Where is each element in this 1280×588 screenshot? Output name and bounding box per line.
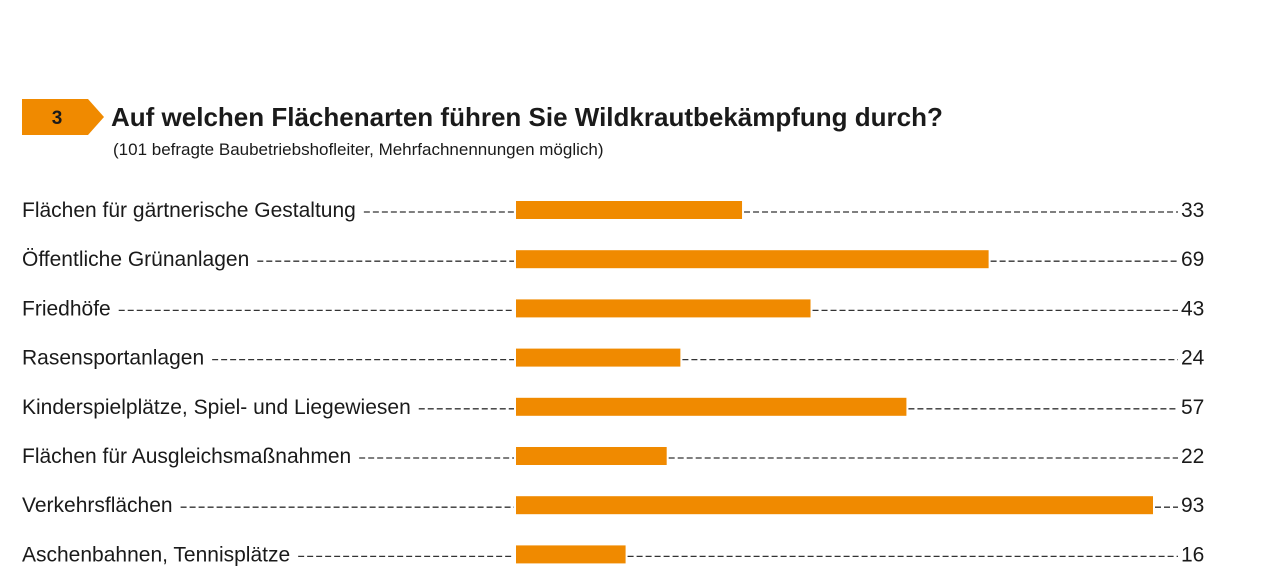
- bar-row: Verkehrsflächen 93: [22, 494, 1204, 517]
- bar: [516, 299, 811, 318]
- chart-title: Auf welchen Flächenarten führen Sie Wild…: [111, 102, 943, 132]
- bar-rows: Flächen für gärtnerische Gestaltung 33 Öff…: [22, 199, 1205, 566]
- category-label: Flächen für gärtnerische Gestaltung: [22, 199, 356, 222]
- value-label: 93: [1181, 494, 1204, 517]
- bar-row: Rasensportanlagen 24: [22, 347, 1205, 370]
- bar-row: Öffentliche Grünanlagen 69: [22, 248, 1204, 271]
- bar-row: Flächen für gärtnerische Gestaltung 33: [22, 199, 1204, 222]
- value-label: 33: [1181, 199, 1204, 222]
- value-label: 43: [1181, 297, 1204, 320]
- value-label: 69: [1181, 248, 1204, 271]
- bar: [516, 545, 626, 564]
- chart-subtitle: (101 befragte Baubetriebshofleiter, Mehr…: [113, 140, 604, 159]
- figure-number: 3: [52, 108, 63, 129]
- category-label: Friedhöfe: [22, 297, 111, 320]
- bar-row: Aschenbahnen, Tennisplätze 16: [22, 543, 1204, 566]
- category-label: Aschenbahnen, Tennisplätze: [22, 543, 290, 566]
- bar: [516, 447, 667, 465]
- bar-row: Friedhöfe 43: [22, 297, 1204, 320]
- category-label: Flächen für Ausgleichsmaßnahmen: [22, 445, 351, 468]
- bar: [516, 250, 989, 269]
- value-label: 16: [1181, 543, 1204, 566]
- figure-number-badge: [22, 99, 104, 135]
- value-label: 22: [1181, 445, 1204, 468]
- value-label: 24: [1181, 347, 1205, 370]
- value-label: 57: [1181, 396, 1204, 419]
- category-label: Öffentliche Grünanlagen: [22, 248, 249, 271]
- bar: [516, 397, 907, 416]
- bar-row: Kinderspielplätze, Spiel- und Liegewiese…: [22, 396, 1204, 419]
- bar: [516, 496, 1153, 515]
- bar-row: Flächen für Ausgleichsmaßnahmen 22: [22, 445, 1204, 468]
- category-label: Rasensportanlagen: [22, 347, 204, 370]
- bar: [516, 348, 681, 367]
- category-label: Verkehrsflächen: [22, 494, 173, 517]
- category-label: Kinderspielplätze, Spiel- und Liegewiese…: [22, 396, 411, 419]
- bar: [516, 201, 743, 219]
